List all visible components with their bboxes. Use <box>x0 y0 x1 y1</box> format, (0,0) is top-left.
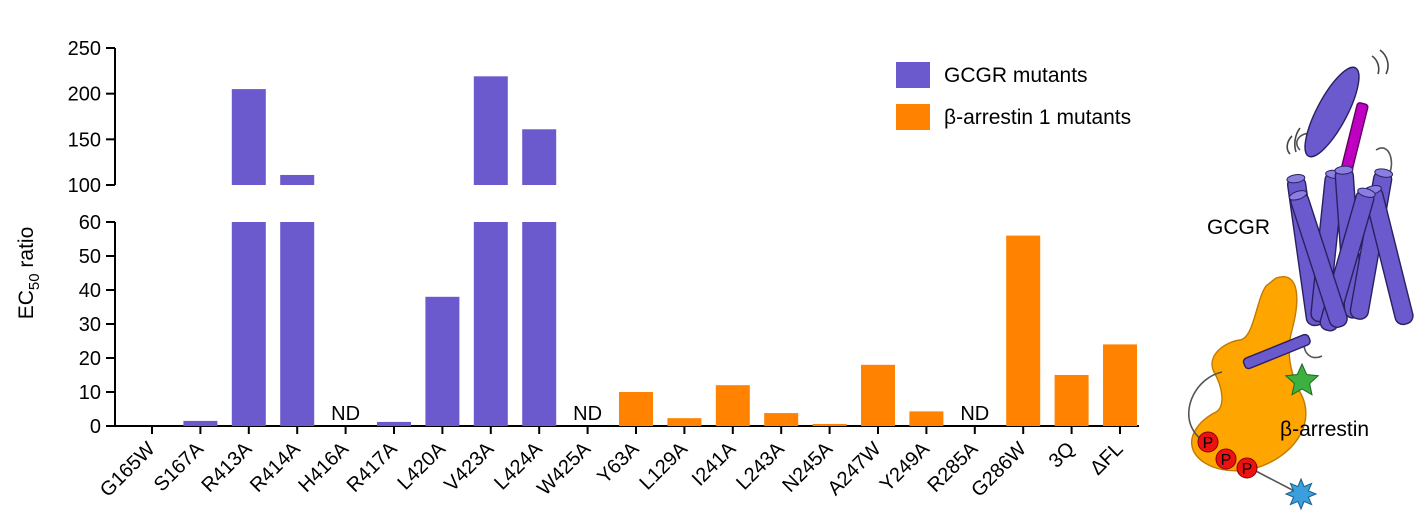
bar-value-label: ND <box>573 403 602 425</box>
y-tick-label: 30 <box>79 314 101 336</box>
x-tick-label: S167A <box>150 438 208 496</box>
x-tick-label: R413A <box>198 438 257 497</box>
bar <box>861 364 895 426</box>
bar <box>619 392 653 426</box>
phospho-site: P <box>1236 457 1258 479</box>
bar <box>812 423 847 426</box>
y-tick-label: 100 <box>68 175 101 197</box>
svg-text:P: P <box>1242 461 1253 478</box>
y-tick-label: 200 <box>68 84 101 106</box>
y-tick-label: 250 <box>68 38 101 60</box>
y-tick-label: 60 <box>79 212 101 234</box>
y-tick-label: 0 <box>90 416 101 438</box>
x-tick-label: R414A <box>246 438 305 497</box>
c-tail-line <box>1249 467 1301 495</box>
y-tick-label: 50 <box>79 246 101 268</box>
x-tick-label: 3Q <box>1045 438 1079 472</box>
legend-label: GCGR mutants <box>944 64 1088 87</box>
chart-bars: ND ND ND <box>183 76 1137 426</box>
x-tick-labels: G165WS167AR413AR414AH416AR417AL420AV423A… <box>96 438 1128 502</box>
motion-marks <box>1286 49 1389 155</box>
phosphorylation-sites: PPP <box>1197 431 1258 479</box>
x-tick-label: L129A <box>635 438 692 495</box>
y-tick-label: 40 <box>79 280 101 302</box>
arrestin-label: β-arrestin <box>1280 418 1369 441</box>
bar <box>1006 235 1041 426</box>
y-axis-label: EC50 ratio <box>15 227 43 320</box>
green-star-icon <box>1284 362 1320 396</box>
x-tick-label: L420A <box>393 438 450 495</box>
bar <box>909 411 944 426</box>
bar-upper-segment <box>280 174 315 185</box>
arrestin-finger-helix <box>1242 333 1311 370</box>
bar-upper-segment <box>522 129 557 185</box>
bar-value-label: ND <box>331 403 360 425</box>
x-tick-label: G286W <box>967 438 1031 502</box>
svg-text:P: P <box>1221 452 1232 469</box>
bar <box>183 420 218 426</box>
bar-lower-segment <box>280 222 315 426</box>
phospho-site: P <box>1197 431 1219 453</box>
x-tick-label: L243A <box>732 438 789 495</box>
bar <box>667 418 702 426</box>
y-axis-label-suffix: ratio <box>15 227 38 274</box>
x-tick-label: G165W <box>96 438 160 502</box>
gcgr-arrestin-illustration: PPP GCGR β-arrestin <box>1187 49 1414 511</box>
legend-swatch <box>896 104 930 130</box>
bar <box>425 296 460 426</box>
gcgr-tm-helices <box>1286 165 1414 332</box>
chart-legend: GCGR mutants β-arrestin 1 mutants <box>896 62 1131 130</box>
chart-axes: 0 10 20 30 40 50 60 100 150 200 250 <box>68 38 1139 438</box>
legend-swatch <box>896 62 930 88</box>
gcgr-ecd <box>1304 66 1360 158</box>
bar <box>764 413 799 426</box>
y-tick-label: 150 <box>68 129 101 151</box>
bar <box>377 421 411 426</box>
y-tick-label: 10 <box>79 382 101 404</box>
blue-star-icon <box>1284 477 1318 511</box>
x-tick-label: I241A <box>688 438 741 491</box>
svg-text:P: P <box>1203 435 1214 452</box>
phospho-site: P <box>1215 448 1237 470</box>
bar <box>715 385 750 426</box>
y-tick-label: 20 <box>79 348 101 370</box>
bar-upper-segment <box>231 89 266 185</box>
bar-lower-segment <box>522 222 557 426</box>
bar-upper-segment <box>473 76 508 185</box>
x-tick-label: V423A <box>440 438 498 496</box>
bar-lower-segment <box>473 222 508 426</box>
bar-lower-segment <box>231 222 266 426</box>
x-tick-label: ΔFL <box>1086 438 1128 480</box>
x-tick-label: R417A <box>343 438 402 497</box>
y-axis-label-subscript: 50 <box>26 273 43 290</box>
x-tick-label: H416A <box>294 438 353 497</box>
gcgr-label: GCGR <box>1207 216 1270 239</box>
tm-helix <box>1288 190 1348 328</box>
bar <box>1054 375 1089 426</box>
x-tick-label: Y249A <box>876 438 934 496</box>
x-tick-label: W425A <box>533 438 595 500</box>
bar <box>1103 344 1137 426</box>
x-tick-label: A247W <box>824 438 886 500</box>
legend-label: β-arrestin 1 mutants <box>944 106 1131 129</box>
bar-value-label: ND <box>960 403 989 425</box>
